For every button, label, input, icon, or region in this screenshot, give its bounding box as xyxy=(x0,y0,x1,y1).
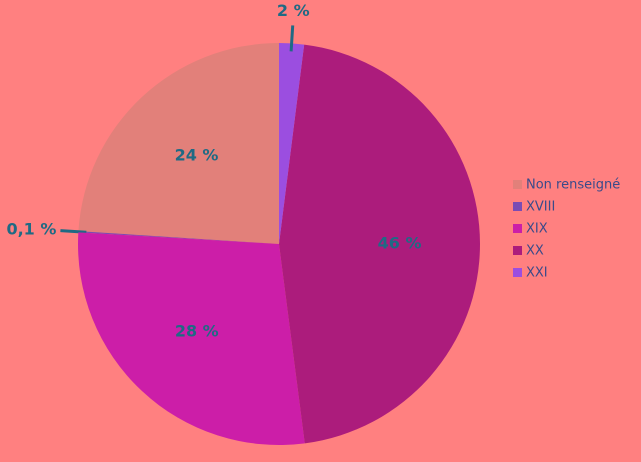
legend-label: XVIII xyxy=(526,200,555,215)
leader-line xyxy=(60,229,87,234)
legend-label: XIX xyxy=(526,222,548,237)
legend-swatch xyxy=(513,246,522,255)
legend-label: XX xyxy=(526,244,544,259)
legend-swatch xyxy=(513,268,522,277)
leader-line xyxy=(289,25,295,52)
pie-slice xyxy=(77,232,305,445)
data-label: 24 % xyxy=(175,146,219,165)
pie-slice xyxy=(78,43,280,244)
data-label: 0,1 % xyxy=(6,220,56,239)
legend-swatch xyxy=(513,180,522,189)
data-label: 2 % xyxy=(277,1,310,20)
legend-swatch xyxy=(513,224,522,233)
legend-swatch xyxy=(513,202,522,211)
data-label: 46 % xyxy=(378,233,422,252)
legend-label: Non renseigné xyxy=(526,178,620,193)
pie-slice xyxy=(78,231,279,244)
pie-slice xyxy=(279,44,481,444)
legend-label: XXI xyxy=(526,266,548,281)
data-label: 28 % xyxy=(175,322,219,341)
pie-slice xyxy=(279,43,305,244)
